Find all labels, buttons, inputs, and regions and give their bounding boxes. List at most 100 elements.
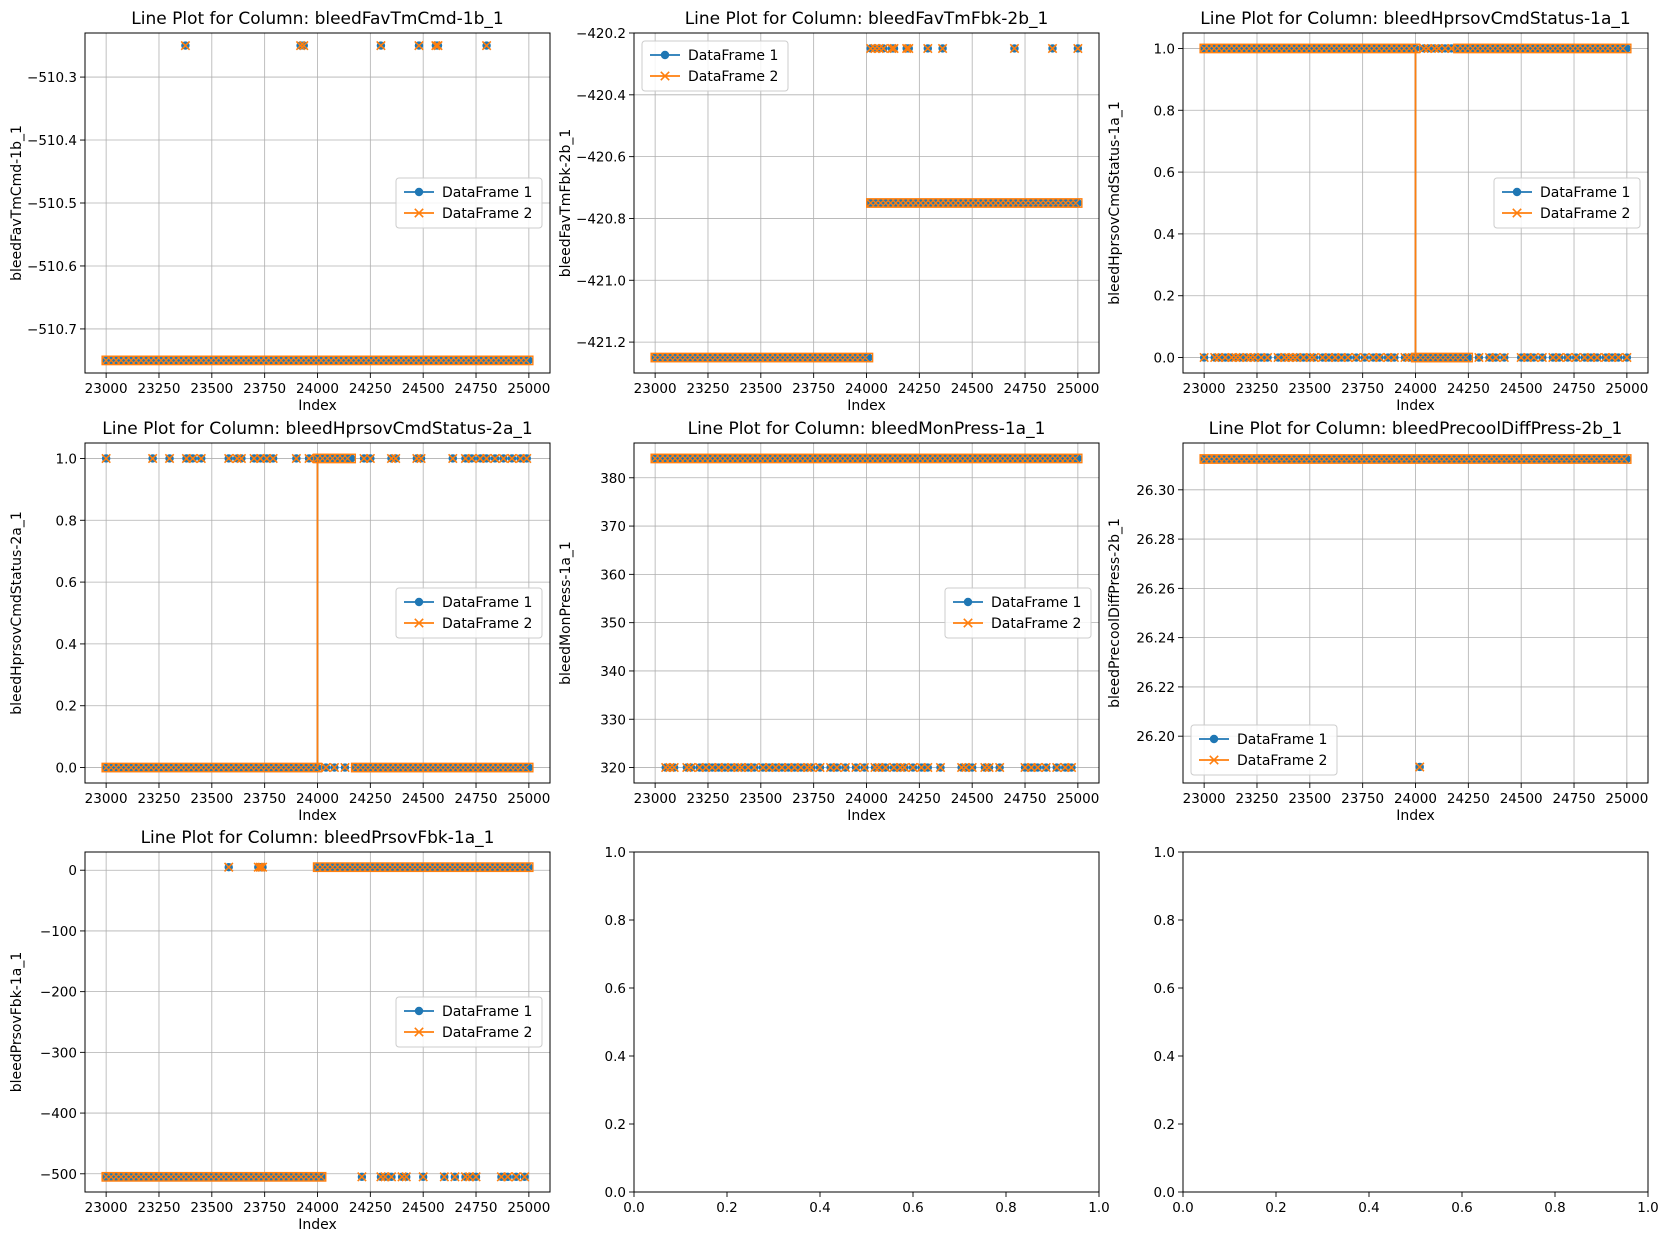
data-point	[963, 597, 973, 607]
data-point	[963, 618, 973, 628]
data-point	[291, 453, 302, 464]
subplot: 23000 23250 23500 23750 24000 24250 24500 24750…	[558, 419, 1100, 824]
subplot: 23000 23250 23500 23750 24000 24250 24500 24750…	[9, 828, 551, 1233]
x-tick-label: 23250	[687, 791, 730, 807]
x-tick-label: 24500	[951, 381, 994, 397]
y-tick-label: −421.2	[576, 335, 626, 351]
data-point	[1512, 208, 1522, 218]
y-tick-label: 1.0	[1154, 845, 1175, 861]
x-tick-label: 23000	[1183, 381, 1226, 397]
data-point	[180, 40, 191, 51]
data-point	[840, 762, 851, 773]
y-tick-label: 0.0	[1154, 351, 1175, 367]
y-tick-label: 320	[600, 761, 626, 777]
x-tick-label: 24750	[455, 381, 498, 397]
y-tick-label: 26.24	[1136, 631, 1175, 647]
y-tick-label: 0.2	[1154, 289, 1175, 305]
y-tick-label: 26.30	[1136, 483, 1175, 499]
data-point	[1066, 762, 1077, 773]
data-point	[802, 762, 813, 773]
data-point	[851, 762, 861, 773]
x-tick-label: 24000	[845, 381, 888, 397]
data-point	[1262, 352, 1273, 363]
y-tick-label: −400	[40, 1106, 77, 1122]
data-point	[1283, 352, 1294, 363]
y-tick-label: 340	[600, 664, 626, 680]
data-point	[232, 453, 242, 464]
legend-box	[944, 587, 1092, 639]
data-point	[431, 40, 441, 51]
data-point	[994, 762, 1005, 773]
data-point-run	[313, 863, 532, 872]
data-point	[1554, 352, 1564, 363]
x-tick-label: 23750	[1341, 381, 1384, 397]
x-tick-label: 24750	[455, 1200, 498, 1216]
legend-box	[395, 587, 543, 639]
x-tick-label: 24250	[898, 791, 941, 807]
axes-frame	[1182, 32, 1649, 374]
x-tick-label: 25000	[507, 381, 550, 397]
data-point-run	[102, 356, 531, 365]
y-tick-label: 0.6	[605, 981, 626, 997]
x-tick-label: 23750	[1341, 791, 1384, 807]
data-point	[1047, 43, 1058, 54]
subplot: 23000 23250 23500 23750 24000 24250 24500 24750…	[9, 9, 551, 414]
y-tick-label: 26.22	[1136, 680, 1175, 696]
legend: DataFrame 1 DataFrame 2	[1190, 724, 1338, 776]
axes-frame	[84, 851, 551, 1193]
data-point	[414, 40, 424, 51]
x-tick-label: 23250	[1236, 381, 1279, 397]
data-point	[1209, 734, 1219, 744]
data-point	[1032, 762, 1043, 773]
y-tick-label: −200	[40, 985, 77, 1001]
x-tick-label: 24000	[1394, 381, 1437, 397]
x-tick-label: 23500	[1288, 381, 1331, 397]
data-point-run	[651, 353, 870, 362]
y-tick-label: 0.0	[605, 1185, 626, 1201]
x-tick-label: 25000	[1605, 791, 1648, 807]
x-tick-label: 23500	[190, 791, 233, 807]
data-point	[904, 43, 914, 54]
x-tick-label: 24250	[898, 381, 941, 397]
x-tick-label: 0.8	[1544, 1200, 1565, 1216]
data-point	[414, 187, 424, 197]
data-point	[956, 762, 967, 773]
axes-frame	[84, 442, 551, 784]
axes-frame	[633, 851, 1100, 1193]
data-point-run	[650, 352, 874, 363]
data-point	[1404, 352, 1414, 363]
data-point	[865, 43, 876, 54]
x-tick-label: 23750	[243, 381, 286, 397]
legend: DataFrame 1 DataFrame 2	[395, 996, 543, 1048]
data-point	[329, 762, 340, 773]
y-tick-label: 0.8	[56, 513, 77, 529]
legend-box	[1493, 177, 1641, 229]
data-point-run	[350, 762, 534, 773]
x-tick-label: 24750	[1553, 791, 1596, 807]
subplot-title: Line Plot for Column: bleedFavTmCmd-1b_1	[131, 9, 503, 29]
axes-frame	[633, 442, 1100, 784]
y-axis-label: bleedHprsovCmdStatus-2a_1	[9, 511, 25, 715]
data-point-run	[101, 762, 323, 773]
x-tick-label: 25000	[1056, 791, 1099, 807]
x-axis-label: Index	[298, 808, 337, 824]
x-tick-label: 0.0	[1172, 1200, 1193, 1216]
data-point	[1512, 187, 1522, 197]
x-axis-label: Index	[1396, 398, 1435, 414]
x-tick-label: 24750	[455, 791, 498, 807]
x-tick-label: 23000	[634, 791, 677, 807]
x-tick-label: 1.0	[1637, 1200, 1658, 1216]
data-point	[390, 453, 401, 464]
data-point-run	[866, 199, 1080, 207]
data-point	[1474, 352, 1484, 363]
x-tick-label: 0.6	[1451, 1200, 1472, 1216]
data-point	[223, 453, 234, 464]
data-point	[1279, 352, 1290, 363]
data-point-run	[102, 763, 321, 772]
data-point	[1389, 352, 1400, 363]
data-point	[401, 1172, 412, 1182]
x-tick-label: 23750	[792, 381, 835, 397]
x-tick-label: 0.2	[1265, 1200, 1286, 1216]
data-point	[870, 43, 880, 54]
